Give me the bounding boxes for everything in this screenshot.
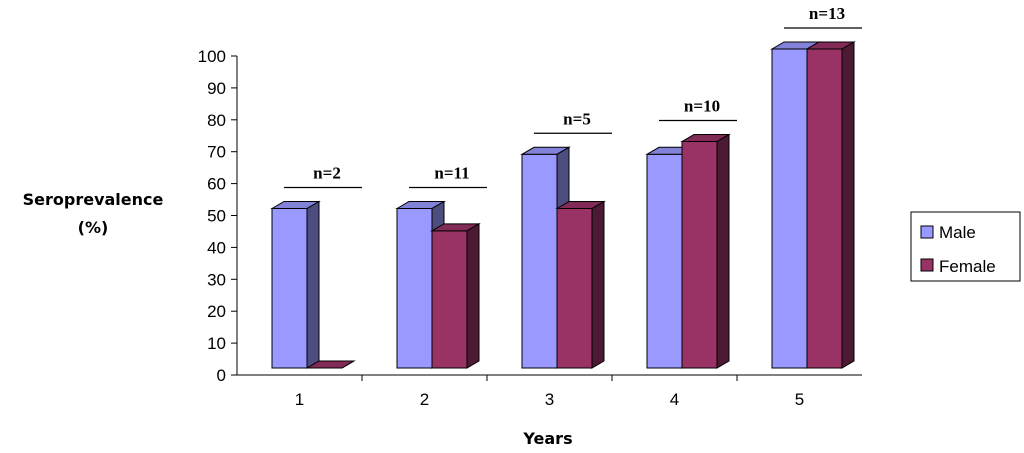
- bar-front: [646, 153, 683, 369]
- bar-front: [771, 48, 808, 369]
- y-tick-label-60: 60: [207, 175, 226, 194]
- x-tick-label-5: 5: [795, 390, 804, 409]
- y-axis-title-line-1: Seroprevalence: [23, 190, 164, 209]
- bar-side: [716, 133, 730, 369]
- x-tick-label-3: 3: [545, 390, 554, 409]
- y-tick-label-40: 40: [207, 238, 226, 257]
- annotation-label-5: n=13: [809, 4, 845, 23]
- bar-female-4: [680, 133, 731, 369]
- legend-swatch-female: [920, 258, 934, 272]
- bar-female-3: [555, 200, 606, 369]
- bar-front: [806, 48, 843, 369]
- y-tick-label-90: 90: [207, 79, 226, 98]
- bar-front: [681, 141, 718, 369]
- annotation-label-2: n=11: [434, 164, 469, 183]
- x-axis-title: Years: [522, 429, 572, 448]
- bar-front: [396, 208, 433, 369]
- bar-male-1: [270, 200, 321, 369]
- bar-female-5: [805, 41, 856, 369]
- y-tick-label-80: 80: [207, 111, 226, 130]
- bar-side: [841, 41, 855, 369]
- bar-side: [466, 222, 480, 369]
- bar-front: [271, 208, 308, 369]
- y-tick-label-30: 30: [207, 270, 226, 289]
- x-tick-label-1: 1: [295, 390, 304, 409]
- y-tick-label-100: 100: [198, 47, 226, 66]
- y-axis-title-line-2: (%): [78, 218, 109, 237]
- bar-front: [431, 230, 468, 369]
- x-ticks: 1 2 3 4 5: [295, 375, 804, 409]
- legend-label-male: Male: [939, 223, 976, 242]
- bar-side: [591, 200, 605, 369]
- bar-side: [306, 200, 320, 369]
- bar-female-2: [430, 222, 481, 369]
- legend: Male Female: [910, 211, 1021, 282]
- bar-female-1: [305, 360, 356, 369]
- y-ticks: 0 10 20 30 40 50 60 70 80 90 100: [198, 47, 237, 385]
- bar-front: [521, 153, 558, 369]
- annotations: n=2 n=11 n=5 n=10 n=13: [284, 4, 862, 189]
- legend-label-female: Female: [939, 257, 996, 276]
- bar-side: [341, 360, 355, 369]
- y-tick-label-10: 10: [207, 334, 226, 353]
- annotation-label-1: n=2: [313, 164, 341, 183]
- y-tick-label-50: 50: [207, 207, 226, 226]
- x-tick-label-4: 4: [670, 390, 679, 409]
- bar-front: [556, 208, 593, 369]
- annotation-label-3: n=5: [563, 109, 591, 128]
- y-tick-label-0: 0: [217, 366, 226, 385]
- legend-swatch-male: [920, 225, 934, 239]
- x-tick-label-2: 2: [420, 390, 429, 409]
- bars: [270, 41, 856, 369]
- annotation-label-4: n=10: [684, 97, 720, 116]
- y-tick-label-70: 70: [207, 143, 226, 162]
- y-tick-label-20: 20: [207, 302, 226, 321]
